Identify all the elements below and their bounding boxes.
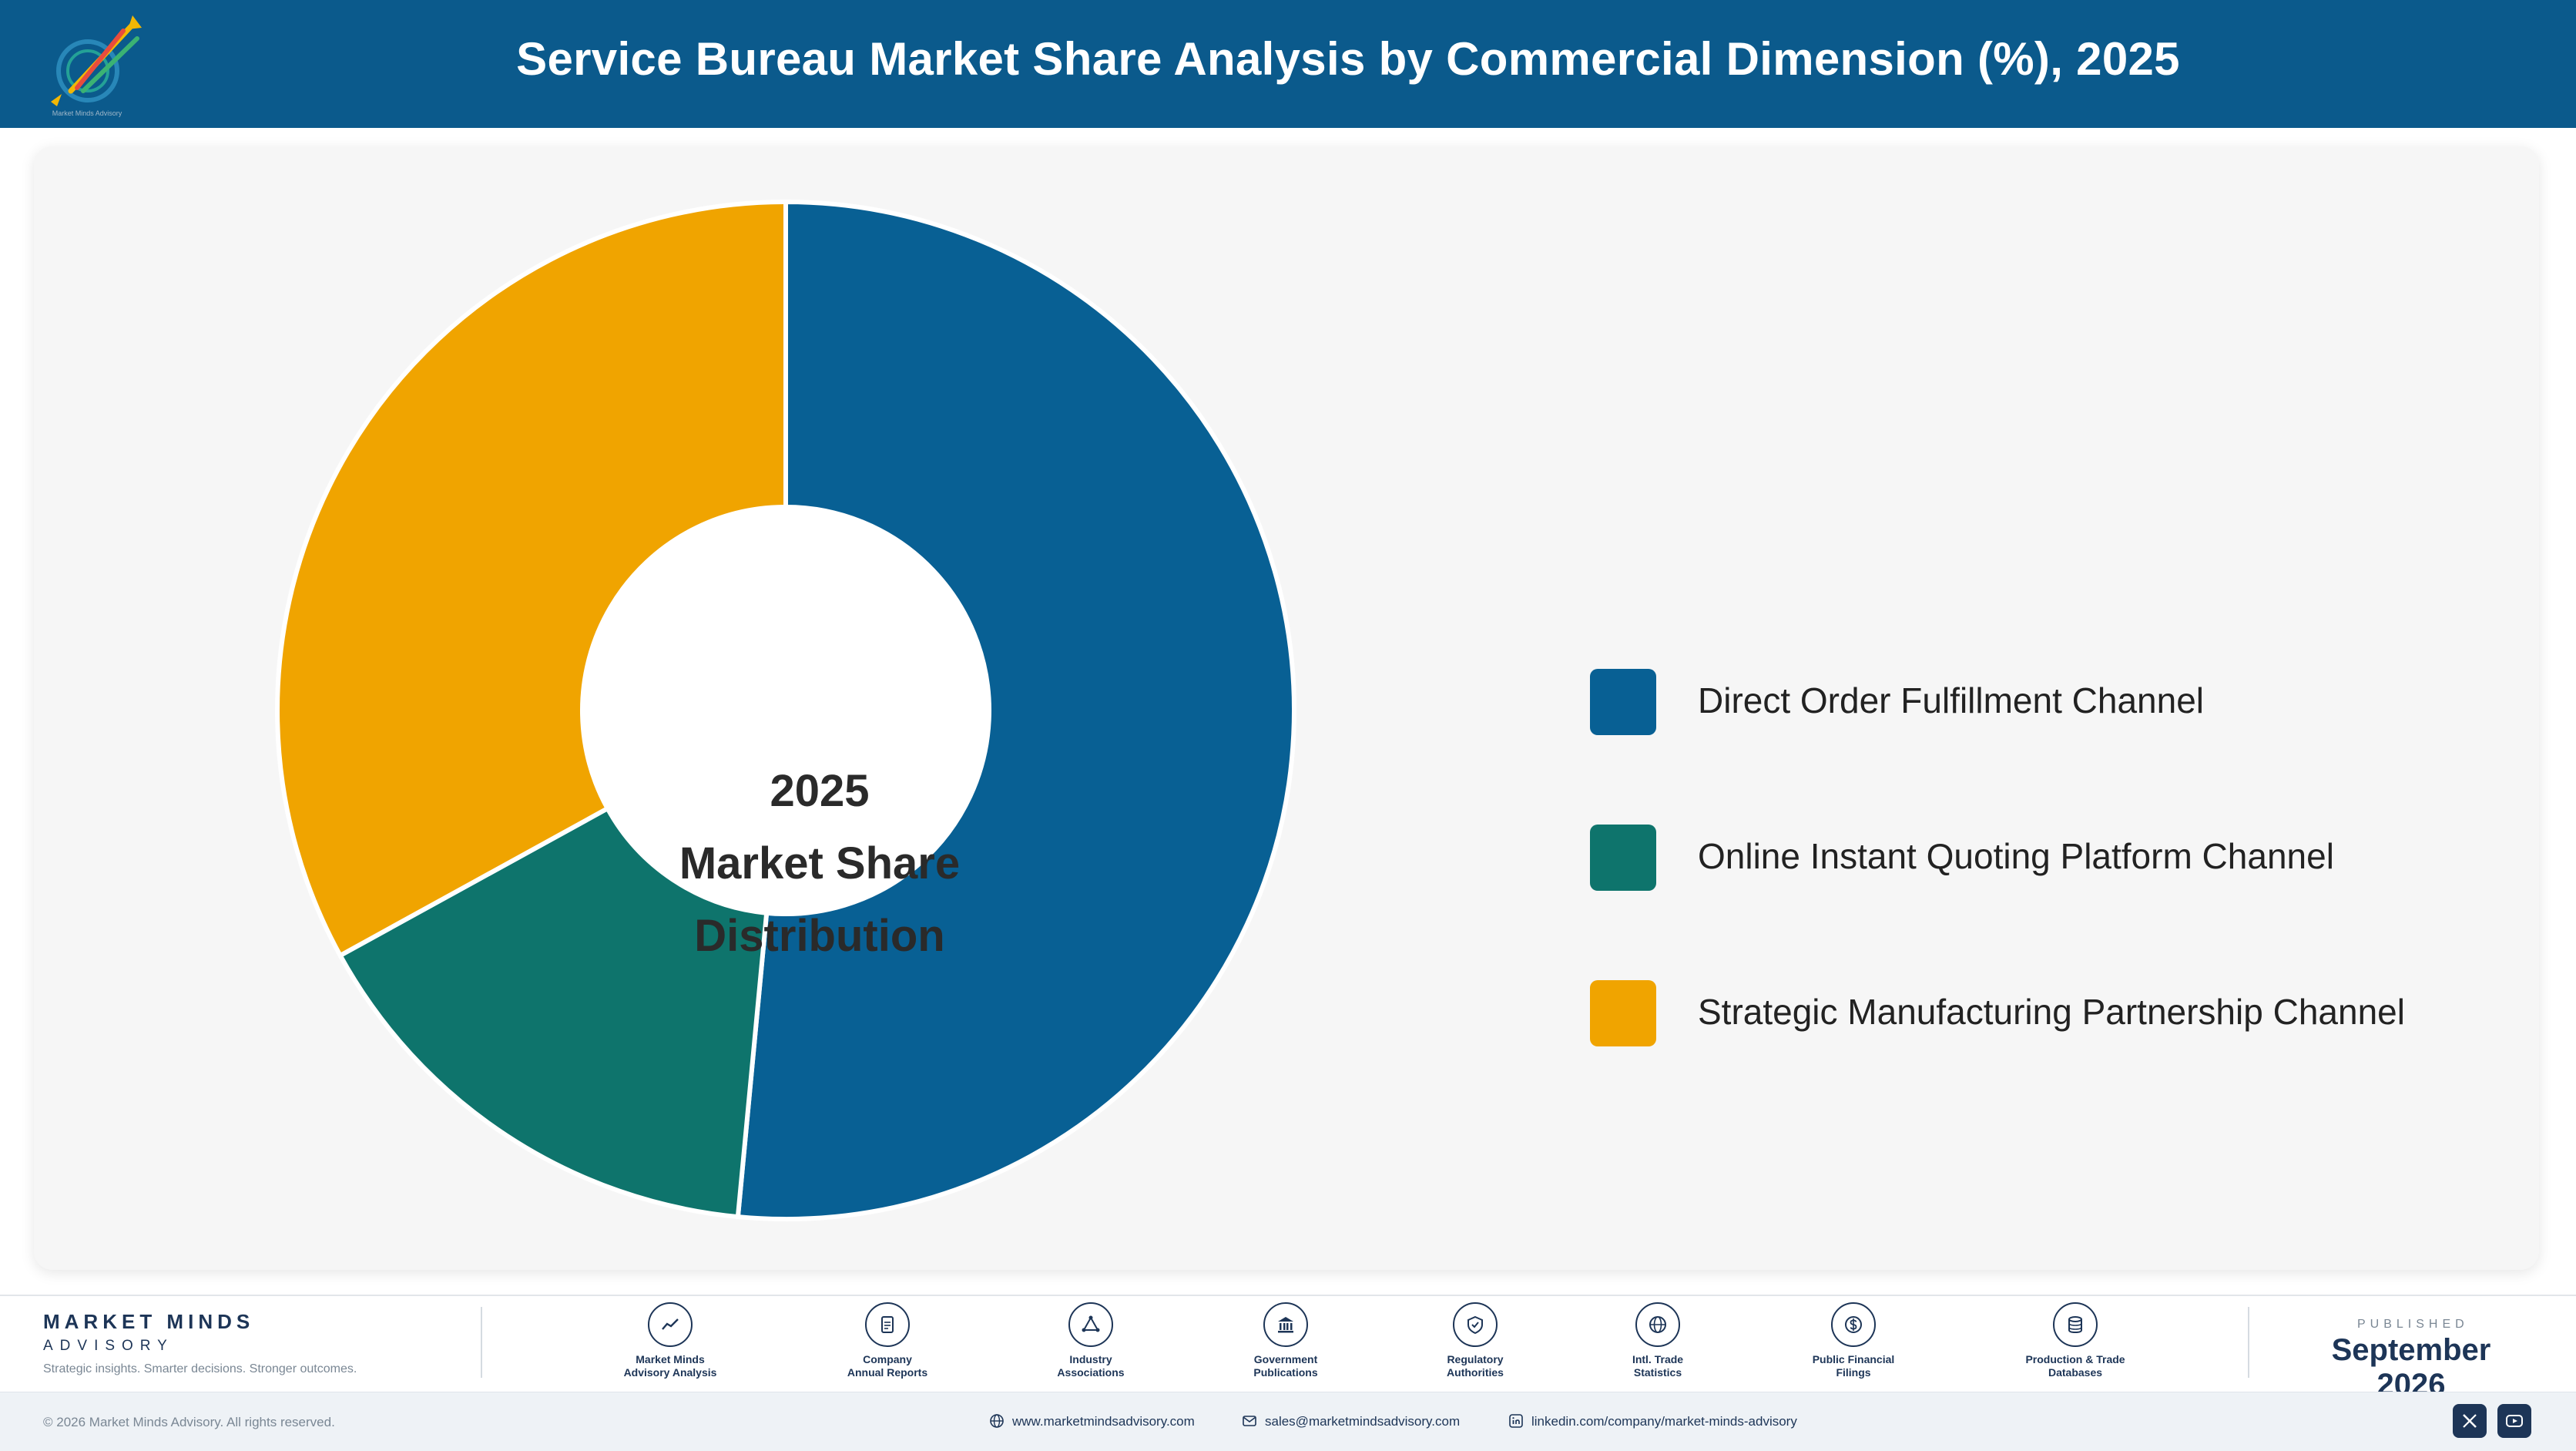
source-item: Market Minds Advisory Analysis (585, 1302, 755, 1379)
source-item: Government Publications (1201, 1302, 1370, 1379)
center-label-line3: Distribution (694, 911, 945, 961)
source-item: Public Financial Filings (1769, 1302, 1938, 1379)
source-label: Public Financial Filings (1812, 1353, 1895, 1379)
email-link[interactable]: sales@marketmindsadvisory.com (1242, 1413, 1460, 1429)
network-icon (1068, 1302, 1113, 1347)
footer-contact-bar (0, 1392, 2576, 1451)
footer-brand-name: MARKET MINDS (43, 1310, 255, 1333)
document-icon (865, 1302, 910, 1347)
source-label: Regulatory Authorities (1447, 1353, 1504, 1379)
donut-hole (584, 509, 988, 912)
footer-tagline: Strategic insights. Smarter decisions. S… (43, 1362, 357, 1375)
donut-chart (275, 199, 1296, 1221)
source-item: Company Annual Reports (803, 1302, 972, 1379)
website-link[interactable]: www.marketmindsadvisory.com (989, 1413, 1195, 1429)
linkedin-link[interactable]: linkedin.com/company/market-minds-adviso… (1508, 1413, 1797, 1429)
source-label: Company Annual Reports (847, 1353, 928, 1379)
legend-swatch (1590, 669, 1656, 735)
trend-line-icon (648, 1302, 693, 1347)
donut-slice-3[interactable] (275, 199, 788, 959)
footer-divider (481, 1307, 482, 1378)
page-title: Service Bureau Market Share Analysis by … (516, 33, 2180, 85)
center-label-line2: Market Share (679, 838, 961, 888)
source-label: Intl. Trade Statistics (1632, 1353, 1684, 1379)
logo-caption: Market Minds Advisory (52, 109, 122, 117)
published-date: September 2026 (2331, 1333, 2491, 1402)
donut-slice-2[interactable] (337, 805, 770, 1220)
database-icon (2053, 1302, 2098, 1347)
shield-check-icon (1453, 1302, 1498, 1347)
legend-swatch (1590, 825, 1656, 891)
source-label: Government Publications (1253, 1353, 1318, 1379)
youtube-icon (2506, 1415, 2523, 1427)
donut-slice-1[interactable] (735, 199, 1296, 1221)
center-label-year: 2025 (770, 766, 870, 816)
header-bar: Market Minds Advisory Service Bureau Mar… (0, 0, 2576, 128)
legend-label: Direct Order Fulfillment Channel (1698, 680, 2205, 720)
published-label: PUBLISHED (2357, 1318, 2469, 1331)
source-item: Industry Associations (1006, 1302, 1176, 1379)
footer-brand-sub: ADVISORY (43, 1338, 174, 1354)
legend-label: Strategic Manufacturing Partnership Chan… (1698, 992, 2405, 1032)
legend-label: Online Instant Quoting Platform Channel (1698, 836, 2334, 876)
donut-center-label: 2025 Market Share Distribution (642, 755, 997, 972)
source-label: Market Minds Advisory Analysis (623, 1353, 717, 1379)
source-label: Production & Trade Databases (2025, 1353, 2125, 1379)
chart-card: 2025 Market Share Distribution Direct Or… (34, 146, 2539, 1270)
footer-sources: Market Minds Advisory Analysis Company An… (0, 1302, 2576, 1387)
x-icon (2463, 1414, 2477, 1428)
linkedin-icon (1509, 1414, 1523, 1428)
footer-divider (2248, 1307, 2249, 1378)
youtube-social-button[interactable] (2497, 1404, 2531, 1438)
copyright-text: © 2026 Market Minds Advisory. All rights… (43, 1415, 335, 1429)
globe-icon (990, 1414, 1004, 1428)
linkedin-text: linkedin.com/company/market-minds-adviso… (1531, 1414, 1797, 1429)
dollar-coin-icon (1831, 1302, 1876, 1347)
source-item: Production & Trade Databases (1991, 1302, 2160, 1379)
x-social-button[interactable] (2453, 1404, 2487, 1438)
website-text: www.marketmindsadvisory.com (1012, 1414, 1195, 1429)
company-logo (51, 15, 142, 106)
source-item: Intl. Trade Statistics (1573, 1302, 1742, 1379)
government-building-icon (1263, 1302, 1308, 1347)
source-item: Regulatory Authorities (1390, 1302, 1560, 1379)
email-text: sales@marketmindsadvisory.com (1265, 1414, 1461, 1429)
source-label: Industry Associations (1057, 1353, 1125, 1379)
legend-swatch (1590, 980, 1656, 1046)
mail-icon (1243, 1416, 1256, 1426)
globe-icon (1635, 1302, 1680, 1347)
